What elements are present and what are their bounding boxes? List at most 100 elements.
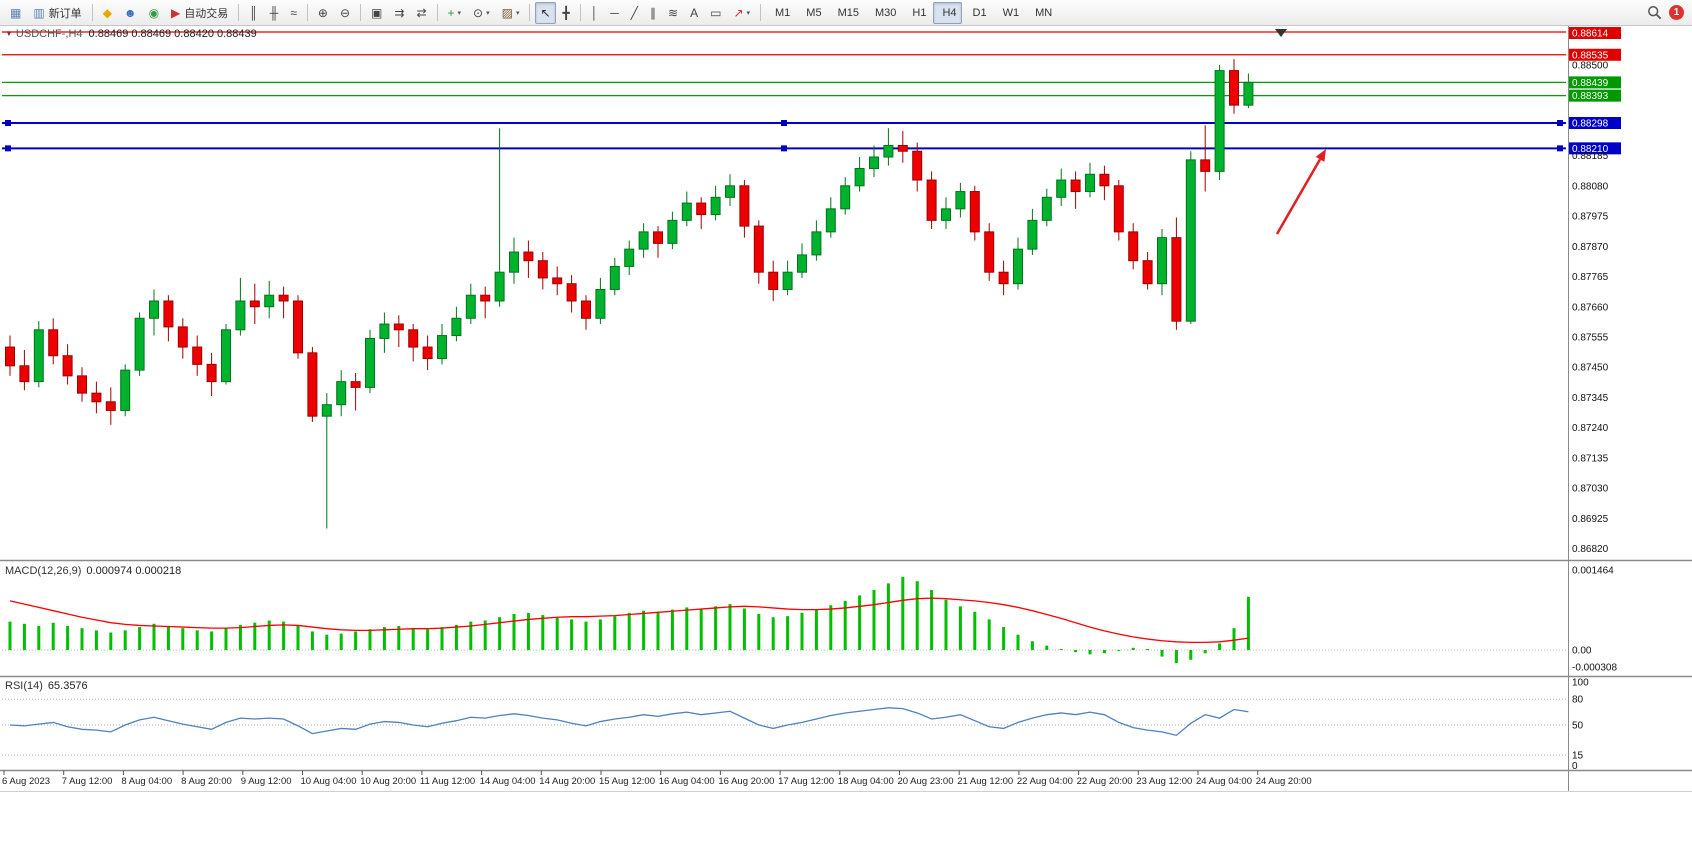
timeframe-m30-button[interactable]: M30 (866, 2, 901, 24)
arrows-button[interactable]: ↗ ▾ (728, 2, 755, 24)
profile-button[interactable]: ☻ (119, 2, 142, 24)
macd-histogram-bar (22, 623, 26, 650)
trend-arrow-head[interactable] (1315, 149, 1326, 162)
candle (422, 346, 433, 360)
horizontal-line-icon: ─ (610, 5, 619, 20)
timeframe-d1-button[interactable]: D1 (964, 2, 992, 24)
line-handle[interactable] (5, 145, 11, 152)
macd-histogram-bar (987, 619, 991, 650)
candle (1113, 185, 1124, 233)
auto-trading-button[interactable]: ▶ 自动交易 (166, 2, 233, 24)
macd-histogram-bar (1059, 648, 1063, 650)
price-level-lines[interactable] (2, 31, 1566, 152)
signals-icon: ◉ (148, 5, 160, 20)
candle (1171, 237, 1182, 322)
horizontal-line-button[interactable]: ─ (605, 2, 624, 24)
svg-text:8 Aug 20:00: 8 Aug 20:00 (181, 776, 232, 787)
chart-symbol-period: USDCHF-,H4 (15, 28, 83, 40)
timeframe-w1-button[interactable]: W1 (994, 2, 1025, 24)
svg-text:0.87555: 0.87555 (1572, 332, 1609, 343)
price-tag (1569, 27, 1621, 39)
candlestick-chart-button[interactable]: ╫ (265, 2, 284, 24)
timeframe-m15-button[interactable]: M15 (829, 2, 864, 24)
vertical-line-button[interactable]: │ (586, 2, 604, 24)
candle (350, 381, 361, 388)
svg-text:80: 80 (1572, 695, 1584, 706)
annotations[interactable] (1275, 29, 1326, 235)
macd-histogram-bar (238, 624, 242, 650)
cursor-icon: ↖ (540, 5, 551, 20)
market-button[interactable]: ◆ (98, 2, 117, 24)
new-chart-button[interactable]: ▦ (5, 2, 26, 24)
candle (278, 294, 289, 302)
signals-button[interactable]: ◉ (144, 2, 164, 24)
svg-text:0.88535: 0.88535 (1572, 50, 1609, 61)
templates-button[interactable]: ▨ ▾ (497, 2, 525, 24)
chart-shift-button[interactable]: ⇄ (411, 2, 431, 24)
macd-histogram-bar (310, 631, 314, 650)
candle (163, 300, 174, 328)
tile-windows-button[interactable]: ▣ (366, 2, 387, 24)
macd-histogram-bar (397, 625, 401, 650)
search-icon[interactable] (1647, 5, 1662, 20)
macd-histogram-bar (901, 576, 905, 650)
svg-text:10 Aug 20:00: 10 Aug 20:00 (360, 776, 416, 787)
macd-histogram-bar (224, 628, 228, 650)
periods-button[interactable]: ⊙ ▾ (468, 2, 495, 24)
candle (1200, 159, 1211, 172)
macd-histogram-bar (843, 600, 847, 650)
bar-chart-button[interactable]: ║ (244, 2, 263, 24)
candle (1085, 173, 1095, 193)
svg-text:7 Aug 12:00: 7 Aug 12:00 (62, 776, 113, 787)
line-handle[interactable] (1557, 120, 1563, 127)
line-handle[interactable] (5, 120, 11, 127)
svg-text:0.87660: 0.87660 (1572, 302, 1609, 313)
svg-text:24 Aug 04:00: 24 Aug 04:00 (1196, 776, 1252, 787)
line-chart-button[interactable]: ≈ (285, 2, 302, 24)
svg-text:0.87345: 0.87345 (1572, 393, 1609, 404)
text-button[interactable]: A (685, 2, 703, 24)
macd-histogram-bar (282, 621, 286, 650)
macd-histogram-bar (944, 599, 948, 650)
svg-text:22 Aug 20:00: 22 Aug 20:00 (1077, 776, 1133, 787)
svg-text:22 Aug 04:00: 22 Aug 04:00 (1017, 776, 1073, 787)
label-button[interactable]: ▭ (705, 2, 726, 24)
candle (1185, 159, 1196, 322)
zoom-in-button[interactable]: ⊕ (313, 2, 333, 24)
candle (206, 363, 217, 383)
auto-scroll-button[interactable]: ⇉ (389, 2, 409, 24)
zoom-out-button[interactable]: ⊖ (335, 2, 355, 24)
trend-arrow-line[interactable] (1275, 158, 1322, 235)
time-axis[interactable]: 6 Aug 2023 7 Aug 12:00 8 Aug 04:00 8 Aug 20… (2, 770, 1312, 788)
svg-text:0.88614: 0.88614 (1572, 29, 1609, 40)
toolbar: ▦ ▥ 新订单 ◆ ☻ ◉ ▶ 自动交易 ║ ╫ ≈ ⊕ ⊖ ▣ ⇉ ⇄ + ▾ ⊙ ▾ ▨ ▾ ↖ ╋ │ ─ ╱ ∥ ≋ A ▭ ↗ ▾ M1… (0, 0, 1692, 26)
indicators-button[interactable]: + ▾ (443, 2, 467, 24)
svg-text:14 Aug 20:00: 14 Aug 20:00 (539, 776, 595, 787)
line-handle[interactable] (781, 120, 787, 127)
timeframe-m1-button[interactable]: M1 (766, 2, 795, 24)
channel-button[interactable]: ∥ (645, 2, 661, 24)
svg-text:9 Aug 12:00: 9 Aug 12:00 (241, 776, 292, 787)
macd-histogram-bar (411, 628, 415, 650)
svg-text:17 Aug 12:00: 17 Aug 12:00 (778, 776, 834, 787)
candle (1243, 81, 1254, 106)
line-handle[interactable] (1557, 145, 1563, 152)
timeframe-h1-button[interactable]: H1 (903, 2, 931, 24)
candle (638, 231, 649, 250)
notification-badge[interactable]: 1 (1669, 5, 1684, 20)
timeframe-h4-button[interactable]: H4 (933, 1, 962, 24)
chart-shift-marker-icon[interactable] (1275, 29, 1287, 37)
fibonacci-button[interactable]: ≋ (663, 2, 683, 24)
timeframe-mn-button[interactable]: MN (1026, 2, 1057, 24)
macd-histogram-bar (555, 617, 559, 650)
new-order-button[interactable]: ▥ 新订单 (28, 2, 86, 24)
crosshair-button[interactable]: ╋ (558, 2, 575, 24)
timeframe-m5-button[interactable]: M5 (797, 2, 826, 24)
macd-histogram-bar (1074, 650, 1078, 653)
line-handle[interactable] (781, 145, 787, 152)
cursor-button[interactable]: ↖ (535, 1, 556, 24)
candle (710, 196, 721, 216)
trendline-button[interactable]: ╱ (626, 2, 643, 24)
